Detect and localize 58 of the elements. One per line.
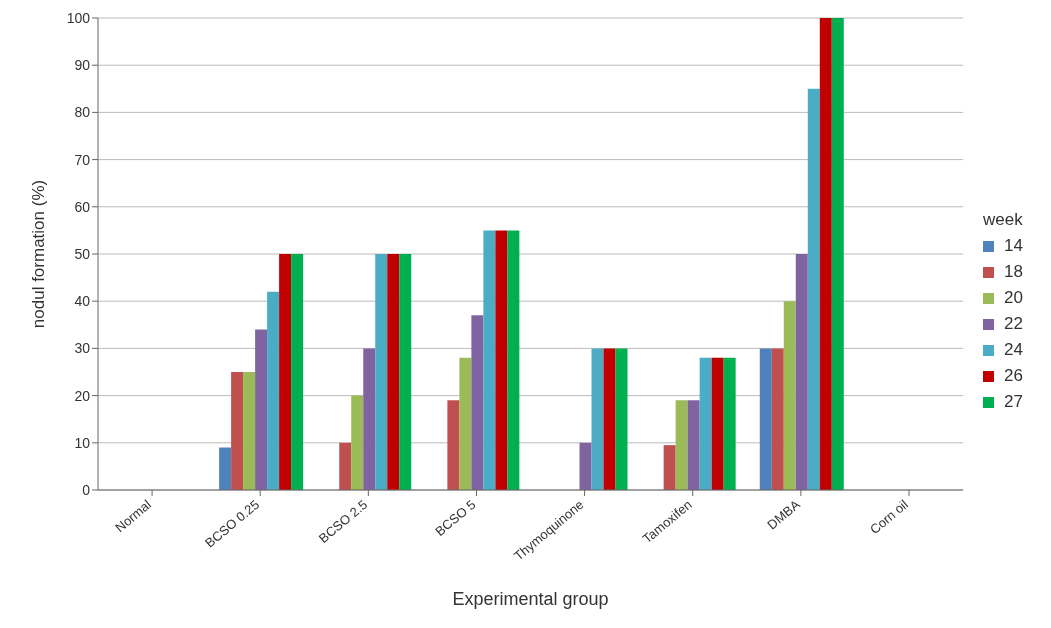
y-tick-label: 30 xyxy=(74,340,91,357)
bar xyxy=(615,348,628,490)
bar xyxy=(375,254,388,490)
bar xyxy=(759,348,772,490)
bar xyxy=(219,447,232,490)
bar xyxy=(795,254,808,490)
y-tick-label: 40 xyxy=(74,293,91,310)
bar xyxy=(351,395,364,490)
bar xyxy=(339,442,352,490)
bar xyxy=(471,315,484,490)
legend-title: week xyxy=(983,210,1023,230)
bar xyxy=(675,400,688,490)
bar xyxy=(807,88,820,490)
bar xyxy=(723,357,736,490)
bar xyxy=(711,357,724,490)
bar xyxy=(255,329,268,490)
y-tick-label: 60 xyxy=(74,198,91,215)
legend-label: 14 xyxy=(1004,236,1023,256)
bar xyxy=(771,348,784,490)
bar xyxy=(819,18,832,490)
y-tick-label: 70 xyxy=(74,151,91,168)
x-axis-title: Experimental group xyxy=(452,589,609,609)
y-tick-label: 90 xyxy=(74,57,91,74)
bar xyxy=(831,18,844,490)
bar xyxy=(591,348,604,490)
bar xyxy=(291,254,304,490)
y-axis-title: nodul formation (%) xyxy=(29,179,49,329)
bar xyxy=(483,230,496,490)
y-tick-label: 20 xyxy=(74,387,91,404)
y-tick-label: 50 xyxy=(74,245,91,262)
legend-label: 26 xyxy=(1004,366,1023,386)
legend-label: 18 xyxy=(1004,262,1023,282)
bar xyxy=(783,301,796,490)
y-tick-label: 10 xyxy=(74,434,91,451)
legend-label: 20 xyxy=(1004,288,1023,308)
bar xyxy=(663,445,676,490)
bar xyxy=(603,348,616,490)
bar xyxy=(399,254,412,490)
bar xyxy=(495,230,508,490)
bar xyxy=(243,372,256,490)
y-tick-label: 100 xyxy=(66,9,91,26)
bar xyxy=(387,254,400,490)
legend-label: 24 xyxy=(1004,340,1023,360)
bar xyxy=(507,230,520,490)
bar xyxy=(459,357,472,490)
legend-label: 27 xyxy=(1004,392,1023,412)
bar xyxy=(231,372,244,490)
y-tick-label: 80 xyxy=(74,104,91,121)
bar xyxy=(447,400,460,490)
bar xyxy=(579,442,592,490)
legend-label: 22 xyxy=(1004,314,1023,334)
bar xyxy=(687,400,700,490)
y-tick-label: 0 xyxy=(82,481,91,498)
bar xyxy=(363,348,376,490)
bar xyxy=(279,254,292,490)
bar xyxy=(699,357,712,490)
bar xyxy=(267,291,280,490)
x-tick-label: Corn oil xyxy=(866,496,912,538)
